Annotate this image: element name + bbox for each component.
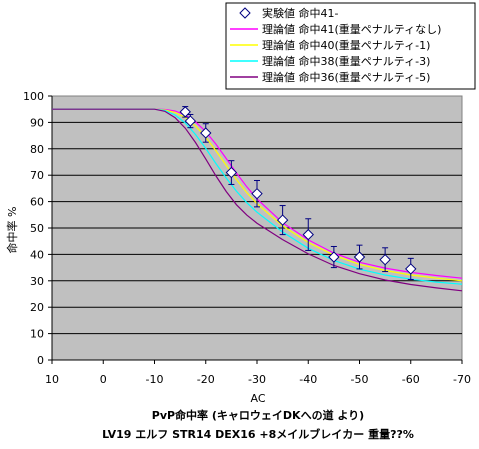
- observed-point-10: [405, 263, 417, 275]
- observed-point-1: [184, 115, 197, 127]
- y-tick-label-0: 0: [37, 354, 44, 367]
- legend-label-4: 理論値 命中36(重量ペナルティ-5): [262, 70, 430, 84]
- legend: 実験値 命中41- 理論値 命中41(重量ペナルティなし) 理論値 命中40(重量ペ…: [225, 2, 476, 90]
- y-tick-label-5: 50: [30, 222, 44, 235]
- y-tick-label-7: 70: [30, 169, 44, 182]
- legend-label-0: 実験値 命中41-: [262, 6, 338, 20]
- series-lines: [52, 108, 463, 292]
- y-tick-label-4: 40: [30, 248, 44, 261]
- y-axis-label: 命中率 %: [5, 207, 19, 254]
- legend-label-1: 理論値 命中41(重量ペナルティなし): [262, 22, 441, 36]
- observed-point-3: [225, 166, 238, 179]
- observed-point-2: [200, 127, 212, 139]
- series-line-1: [52, 108, 463, 282]
- legend-box: [225, 2, 476, 90]
- legend-label-2: 理論値 命中40(重量ペナルティ-1): [262, 38, 430, 52]
- y-tick-label-6: 60: [30, 196, 44, 209]
- x-tick-label-6: -50: [351, 373, 369, 386]
- y-tick-label-2: 20: [30, 301, 44, 314]
- observed-point-7: [328, 251, 340, 263]
- x-tick-label-4: -30: [248, 373, 266, 386]
- x-tick-label-0: 10: [45, 373, 59, 386]
- observed-points: [179, 106, 417, 280]
- x-tick-label-5: -40: [299, 373, 317, 386]
- observed-point-6: [302, 228, 314, 241]
- legend-label-3: 理論値 命中38(重量ペナルティ-3): [262, 54, 430, 68]
- x-tick-label-3: -20: [197, 373, 215, 386]
- legend-marker-diamond-icon: [239, 7, 251, 19]
- chart-title-line2: LV19 エルフ STR14 DEX16 +8メイルブレイカー 重量??%: [102, 427, 414, 441]
- axes: [48, 95, 463, 364]
- x-tick-label-1: 0: [100, 373, 107, 386]
- observed-point-5: [276, 214, 289, 226]
- y-tick-label-3: 30: [30, 275, 44, 288]
- x-tick-label-8: -70: [453, 373, 471, 386]
- observed-point-8: [353, 251, 366, 263]
- x-axis-label: AC: [250, 392, 265, 405]
- y-tick-label-9: 90: [30, 116, 44, 129]
- x-tick-label-7: -60: [402, 373, 420, 386]
- x-tick-label-2: -10: [146, 373, 164, 386]
- series-line-3: [52, 108, 463, 292]
- y-tick-label-1: 10: [30, 328, 44, 341]
- observed-point-9: [379, 253, 391, 266]
- chart-title-line1: PvP命中率 (キャロウェイDKへの道 より): [152, 408, 364, 422]
- series-line-2: [52, 108, 463, 285]
- observed-point-4: [251, 187, 263, 200]
- y-tick-label-10: 100: [23, 90, 44, 103]
- y-tick-label-8: 80: [30, 143, 44, 156]
